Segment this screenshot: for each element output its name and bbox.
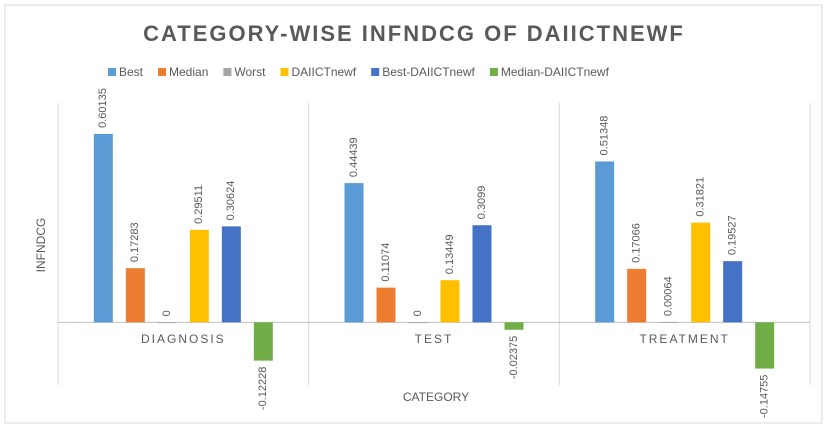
bar	[691, 222, 711, 323]
value-label: 0.30624	[225, 181, 237, 221]
x-tick-label: TEST	[415, 332, 454, 346]
bar	[440, 280, 460, 323]
legend-swatch	[280, 68, 289, 76]
value-label: 0.29511	[193, 185, 205, 224]
bar	[93, 133, 113, 323]
bar	[125, 268, 145, 323]
bar	[189, 229, 209, 323]
value-label: 0.17283	[129, 222, 141, 262]
x-axis-label: CATEGORY	[403, 390, 469, 404]
bar	[504, 322, 524, 330]
x-tick-label: TREATMENT	[639, 332, 729, 346]
legend-swatch	[489, 68, 498, 76]
value-label: -0.12228	[257, 367, 269, 410]
value-label: 0.11074	[380, 243, 392, 282]
bar	[221, 226, 241, 323]
legend-swatch	[108, 68, 116, 76]
chart-title: CATEGORY-WISE INFNDCG OF DAIICTNEWF	[143, 21, 685, 46]
value-label: 0.31821	[695, 177, 707, 217]
value-label: -0.02375	[508, 336, 520, 379]
chart-border	[4, 4, 823, 424]
legend-swatch	[158, 68, 167, 76]
bar	[755, 322, 775, 369]
value-label: -0.14755	[759, 375, 771, 418]
legend-label: Worst	[234, 65, 266, 79]
value-label: 0.60135	[97, 88, 109, 128]
value-label: 0.51348	[599, 116, 611, 156]
bar	[344, 183, 364, 323]
bar	[472, 225, 492, 323]
value-label: 0.00064	[663, 276, 675, 316]
x-tick-label: DIAGNOSIS	[141, 332, 226, 346]
value-label: 0.13449	[444, 234, 456, 274]
bar	[659, 322, 679, 323]
legend-label: Best-DAIICTnewf	[382, 65, 475, 79]
value-label: 0.44439	[348, 137, 360, 177]
value-label: 0	[412, 310, 424, 316]
legend-label: Best	[119, 65, 144, 79]
legend-swatch	[371, 68, 380, 76]
legend-swatch	[223, 68, 232, 76]
value-label: 0.17066	[631, 223, 643, 263]
value-label: 0.19527	[727, 215, 739, 255]
legend-label: Median-DAIICTnewf	[501, 65, 610, 79]
bar	[723, 261, 743, 323]
legend-label: DAIICTnewf	[292, 65, 357, 79]
bar	[408, 322, 428, 324]
value-label: 0	[161, 310, 173, 316]
value-label: 0.3099	[476, 186, 488, 220]
y-axis-label: INFNDCG	[34, 218, 48, 273]
bar	[595, 161, 615, 323]
bar	[376, 287, 396, 323]
legend-label: Median	[169, 65, 208, 79]
bar	[627, 268, 647, 323]
bar	[157, 322, 177, 324]
bar	[253, 322, 273, 361]
